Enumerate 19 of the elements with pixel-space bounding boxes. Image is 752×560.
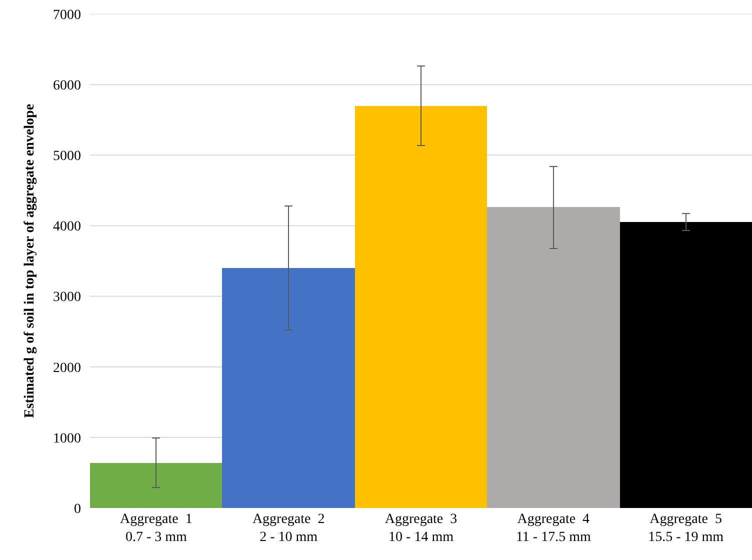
bar xyxy=(222,268,355,508)
y-tick-label: 4000 xyxy=(53,220,81,235)
y-tick-label: 0 xyxy=(74,502,81,517)
y-tick-label: 6000 xyxy=(53,78,81,94)
y-tick-label: 5000 xyxy=(53,149,81,164)
bar xyxy=(487,207,620,508)
bar xyxy=(620,222,752,508)
y-tick-label: 1000 xyxy=(53,431,81,446)
bar xyxy=(355,106,487,508)
x-tick-label: Aggregate 4 11 - 17.5 mm xyxy=(516,512,591,546)
x-tick-label: Aggregate 1 0.7 - 3 mm xyxy=(120,512,192,546)
y-tick-label: 7000 xyxy=(53,8,81,23)
x-tick-label: Aggregate 5 15.5 - 19 mm xyxy=(648,512,724,546)
x-tick-label: Aggregate 2 2 - 10 mm xyxy=(252,512,325,546)
x-tick-label: Aggregate 3 10 - 14 mm xyxy=(384,512,458,546)
y-tick-label: 2000 xyxy=(53,360,81,376)
bar xyxy=(90,463,222,508)
y-axis-title: Estimated g of soil in top layer of aggregate envelope xyxy=(22,104,38,418)
y-tick-label: 3000 xyxy=(53,290,81,306)
